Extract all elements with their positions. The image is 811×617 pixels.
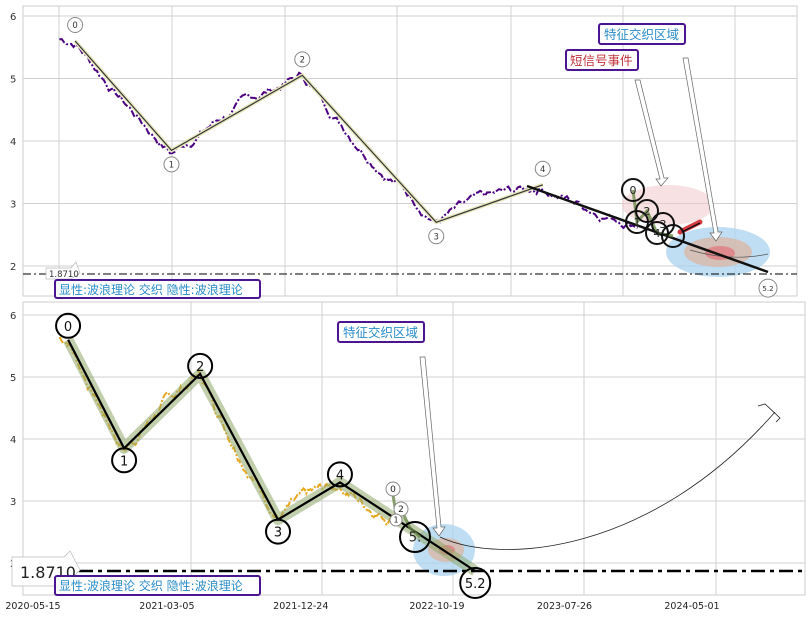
bottom-wave-label: 1: [120, 454, 128, 469]
short-signal-line: [681, 222, 701, 233]
bottom-y-tick-label: 6: [10, 311, 16, 322]
projection-bracket-icon: [757, 403, 781, 423]
mini-wave-label: 1: [634, 216, 641, 229]
top-y-tick-label: 2: [10, 262, 16, 273]
x-tick-label: 2024-05-01: [664, 601, 719, 612]
bottom-wave-label: 4: [336, 468, 344, 483]
feature-zone-annotation-text: 特征交织区域: [604, 27, 679, 42]
top-wave-label: 1: [169, 160, 174, 170]
short-signal-annotation: [565, 49, 639, 71]
top-price-line: [59, 38, 638, 230]
bottom-grid: [23, 302, 805, 595]
top-wave-label: 4: [540, 165, 545, 175]
bottom-mini-label: 0: [390, 485, 396, 495]
bottom-wave-label: 5.2: [465, 577, 486, 592]
top-y-tick-label: 6: [10, 12, 16, 23]
bottom-panel: 2 3 4 5 6 2020-05-15 2021-03-05 2021-12-24 2022…: [5, 301, 806, 612]
mini-wave-circle-icon: [645, 221, 669, 245]
feature-zone-annotation: [598, 23, 686, 45]
top-y-tick-label: 3: [10, 200, 16, 211]
bottom-feature-zone-annotation-text: 特征交织区域: [343, 325, 418, 340]
bottom-y-tick-label: 4: [10, 435, 16, 446]
top-wave-label: 3: [434, 232, 439, 242]
x-tick-label: 2021-03-05: [139, 601, 194, 612]
x-tick-label: 2023-07-26: [537, 601, 592, 612]
top-wave-label: 0: [72, 21, 77, 31]
top-wave-line: [74, 40, 543, 223]
bottom-wave-label: 2: [196, 360, 204, 375]
bottom-wave-circle-icon: [326, 461, 353, 488]
top-level-label: 1.8710: [49, 270, 79, 280]
mini-wave-circle-icon: [635, 199, 659, 223]
bottom-feature-zone-arrow-icon: [419, 356, 446, 537]
top-wave-marker-icon: [758, 278, 778, 298]
bottom-y-tick-label: 5: [10, 373, 16, 384]
top-legend-box: [54, 279, 261, 299]
top-level-tag: [45, 261, 81, 280]
top-wave-marker-icon: [294, 51, 311, 68]
bottom-wave-circle-icon: [265, 518, 292, 545]
bottom-wave-circle-icon: [55, 312, 82, 339]
top-wave-marker-icon: [67, 17, 84, 33]
bottom-y-tick-label: 3: [10, 497, 16, 508]
bottom-wave-circle-icon: [187, 352, 214, 379]
x-axis: 2020-05-15 2021-03-05 2021-12-24 2022-10-19…: [5, 601, 719, 612]
bottom-mini-label: 1: [393, 516, 398, 525]
x-tick-label: 2022-10-19: [409, 601, 464, 612]
top-wave-marker-icon: [534, 160, 551, 177]
bottom-wave-circle-icon: [111, 447, 138, 474]
top-y-tick-label: 5: [10, 75, 16, 86]
mini-wave-circle-icon: [661, 224, 685, 248]
bottom-legend-box: [54, 575, 261, 596]
top-y-axis: 2 3 4 5 6: [10, 12, 16, 273]
feature-zone-arrow-icon: [682, 57, 723, 242]
top-wave-marker-icon: [163, 156, 180, 173]
mini-wave-label: 2: [644, 205, 651, 218]
projection-arc: [439, 411, 776, 550]
bottom-wave-circle-icon: [459, 566, 492, 599]
bottom-mini-circle-icon: [389, 513, 403, 527]
short-signal-annotation-text: 短信号事件: [570, 53, 633, 68]
bottom-mini-circle-icon: [385, 481, 401, 497]
top-wave-label: 5.2: [762, 285, 773, 293]
bottom-wave-line: [67, 339, 476, 572]
bottom-legend-text: 显性:波浪理论 交织 隐性:波浪理论: [59, 578, 243, 593]
mini-wave-label: 4: [654, 227, 661, 240]
bottom-mini-label: 5.: [409, 530, 421, 545]
top-y-tick-label: 4: [10, 137, 16, 148]
x-tick-label: 2021-12-24: [273, 601, 328, 612]
bottom-mini-circle-icon: [399, 521, 431, 553]
bottom-wave-label: 0: [64, 320, 72, 335]
bottom-feature-zone-annotation: [337, 321, 425, 343]
mini-wave-circle-icon: [621, 178, 645, 202]
bottom-mini-label: 2: [398, 505, 404, 515]
top-legend-text: 显性:波浪理论 交织 隐性:波浪理论: [59, 282, 243, 297]
mini-wave-label: 0: [630, 184, 637, 197]
bottom-wave-label: 3: [274, 526, 282, 541]
short-signal-arrow-icon: [634, 79, 669, 187]
x-tick-label: 2020-05-15: [5, 601, 60, 612]
top-wave-marker-icon: [428, 228, 445, 245]
top-wave-label: 2: [300, 55, 305, 65]
